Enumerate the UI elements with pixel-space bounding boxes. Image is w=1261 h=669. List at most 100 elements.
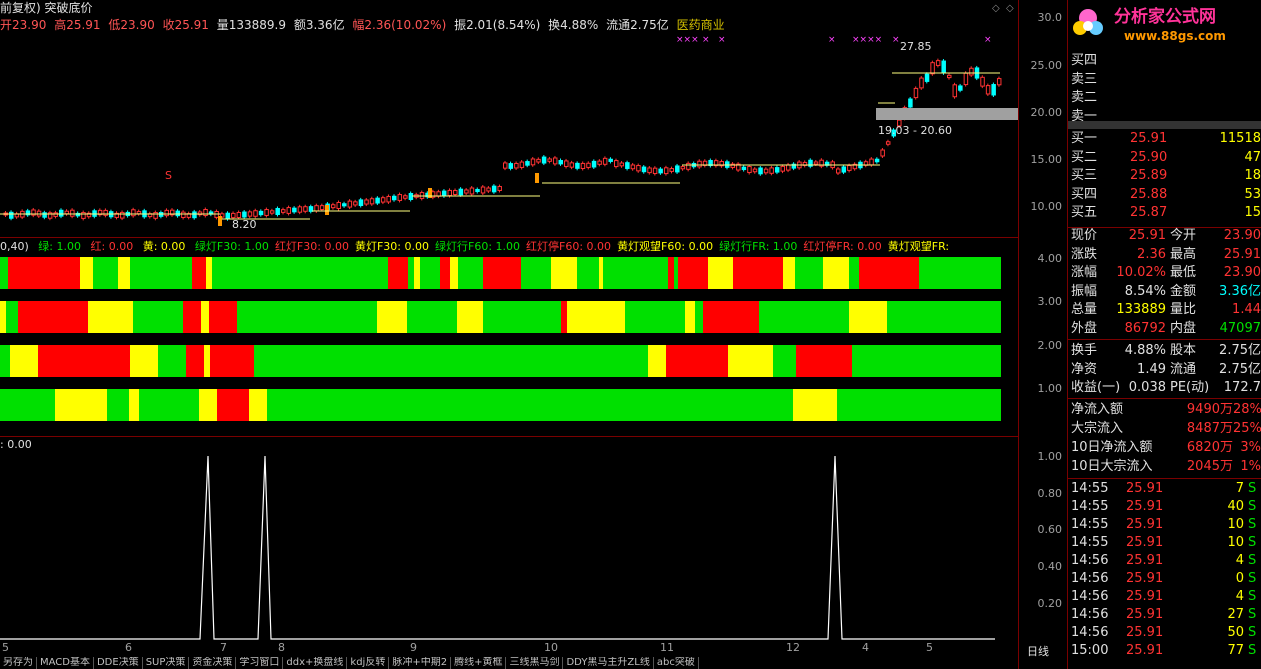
- formula-tab[interactable]: 三线黑马剑: [506, 657, 564, 669]
- formula-tabs: 另存为 MACD基本 DDE决策 SUP决策 资金决策 学习窗口 ddx+换盘线 kdj反转脉…: [0, 657, 1018, 669]
- candle-body: [347, 200, 353, 208]
- candle-body: [403, 195, 408, 199]
- ask-row: 卖一: [1068, 108, 1261, 126]
- candle-body: [580, 162, 586, 169]
- formula-tab[interactable]: abc突破: [654, 657, 699, 669]
- candle-body: [286, 207, 292, 214]
- tick-side: S: [1248, 499, 1257, 514]
- candle-body: [841, 166, 847, 173]
- candle-body: [619, 162, 625, 167]
- tick-time: 14:55: [1071, 481, 1109, 496]
- tick-volume: 50: [1227, 625, 1244, 640]
- candle-body: [31, 209, 36, 216]
- tick-time: 14:56: [1071, 589, 1109, 604]
- candle-body: [675, 165, 680, 173]
- band-segment: [414, 257, 420, 289]
- high-value: 高25.91: [54, 18, 101, 32]
- candle-body: [747, 166, 752, 174]
- formula-tab[interactable]: MACD基本: [37, 657, 94, 669]
- band-segment: [577, 257, 599, 289]
- tick-time: 15:00: [1071, 643, 1109, 658]
- tick-row: 14:55 25.91 10 S: [1068, 516, 1261, 534]
- band-segment: [457, 301, 483, 333]
- diamond-icon[interactable]: ◇: [992, 3, 1000, 14]
- signal-band-1: [0, 257, 1001, 289]
- candle-body: [963, 72, 969, 86]
- candlestick-chart[interactable]: 27.85 19.03 - 20.60 8.20 S ××× × × × ×××…: [0, 33, 1018, 238]
- tick-row: 14:55 25.91 7 S: [1068, 480, 1261, 498]
- band-segment: [796, 345, 852, 377]
- stat-label: 现价: [1071, 228, 1098, 243]
- stat-label: 量比: [1170, 302, 1197, 318]
- band-segment: [377, 301, 407, 333]
- candle-body: [103, 209, 108, 216]
- band-segment: [849, 301, 887, 333]
- candle-body: [913, 87, 919, 99]
- stat-label: 股本: [1170, 343, 1197, 358]
- candle-body: [458, 188, 464, 196]
- candle-body: [569, 162, 575, 168]
- formula-tab[interactable]: 腾线+黄框: [451, 657, 507, 669]
- band-segment: [708, 257, 733, 289]
- tick-time: 14:55: [1071, 517, 1109, 532]
- formula-tab[interactable]: DDE决策: [94, 657, 143, 669]
- candle-body: [136, 211, 142, 215]
- tick-price: 25.91: [1126, 607, 1164, 622]
- range-label: 19.03 - 20.60: [878, 124, 952, 137]
- candle-body: [380, 197, 386, 203]
- band-segment: [201, 301, 209, 333]
- candle-body: [475, 188, 480, 193]
- period-button[interactable]: 日线: [1027, 645, 1049, 658]
- bottom-tick: 0.20: [1037, 597, 1063, 610]
- band-segment: [93, 257, 118, 289]
- candle-body: [763, 168, 769, 174]
- candle-body: [519, 161, 525, 168]
- signal-band-2: [0, 301, 1001, 333]
- ask-row: 卖二: [1068, 89, 1261, 107]
- candle-body: [514, 162, 519, 169]
- indicator-axis: 4.00 3.00 2.00 1.00: [1022, 252, 1066, 432]
- formula-tab[interactable]: 另存为: [0, 657, 37, 669]
- bottom-tick: 1.00: [1037, 450, 1063, 463]
- date-axis: 5 6 7 8 9 10 11 12 4 5: [0, 641, 1018, 655]
- indicator-item: 绿灯F30: 1.00: [194, 240, 269, 253]
- candle-body: [358, 199, 364, 207]
- bottom-tick: 0.60: [1037, 523, 1063, 536]
- right-divider: [1068, 478, 1261, 479]
- formula-tab[interactable]: 资金决策: [189, 657, 237, 669]
- band-segment: [199, 389, 217, 421]
- formula-tab[interactable]: SUP决策: [143, 657, 190, 669]
- stat-value: 0.038: [1128, 380, 1166, 396]
- candle-body: [508, 163, 514, 169]
- candle-body: [625, 162, 630, 169]
- stat-label: 内盘: [1170, 321, 1197, 336]
- bid-price: 25.90: [1130, 149, 1168, 165]
- formula-tab[interactable]: DDY黑马主升ZL线: [563, 657, 654, 669]
- flow-label: 10日净流入额: [1071, 440, 1153, 455]
- band-segment: [18, 301, 88, 333]
- band-segment: [237, 301, 377, 333]
- pulse-chart[interactable]: [0, 440, 1018, 640]
- diamond-icon-2[interactable]: ◇: [1006, 3, 1014, 14]
- chart-area[interactable]: 前复权) 突破底价 ◇ ◇ 开23.90 高25.91 低23.90 收25.9…: [0, 0, 1062, 669]
- candle-body: [47, 212, 53, 219]
- stat-row: 换手 4.88% 股本 2.75亿: [1068, 342, 1261, 360]
- ask-label: 卖二: [1071, 90, 1098, 105]
- price-tick: 10.00: [1030, 200, 1063, 213]
- price-tick: 25.00: [1030, 59, 1063, 72]
- candles: [3, 58, 1002, 226]
- formula-tab[interactable]: kdj反转: [347, 657, 390, 669]
- flow-value: 6820万: [1186, 440, 1233, 455]
- candle-body: [969, 67, 974, 76]
- candle-body: [780, 165, 785, 172]
- formula-tab[interactable]: ddx+换盘线: [283, 657, 348, 669]
- formula-tab[interactable]: 脉冲+中期2: [389, 657, 452, 669]
- band-segment: [10, 345, 38, 377]
- chart-title: 前复权) 突破底价: [0, 0, 93, 16]
- bottom-axis: 1.00 0.80 0.60 0.40 0.20: [1022, 450, 1066, 620]
- candle-body: [275, 208, 280, 215]
- band-segment: [80, 257, 93, 289]
- formula-tab[interactable]: 学习窗口: [236, 657, 284, 669]
- candle-body: [741, 166, 747, 171]
- volume-value: 量133889.9: [216, 18, 287, 32]
